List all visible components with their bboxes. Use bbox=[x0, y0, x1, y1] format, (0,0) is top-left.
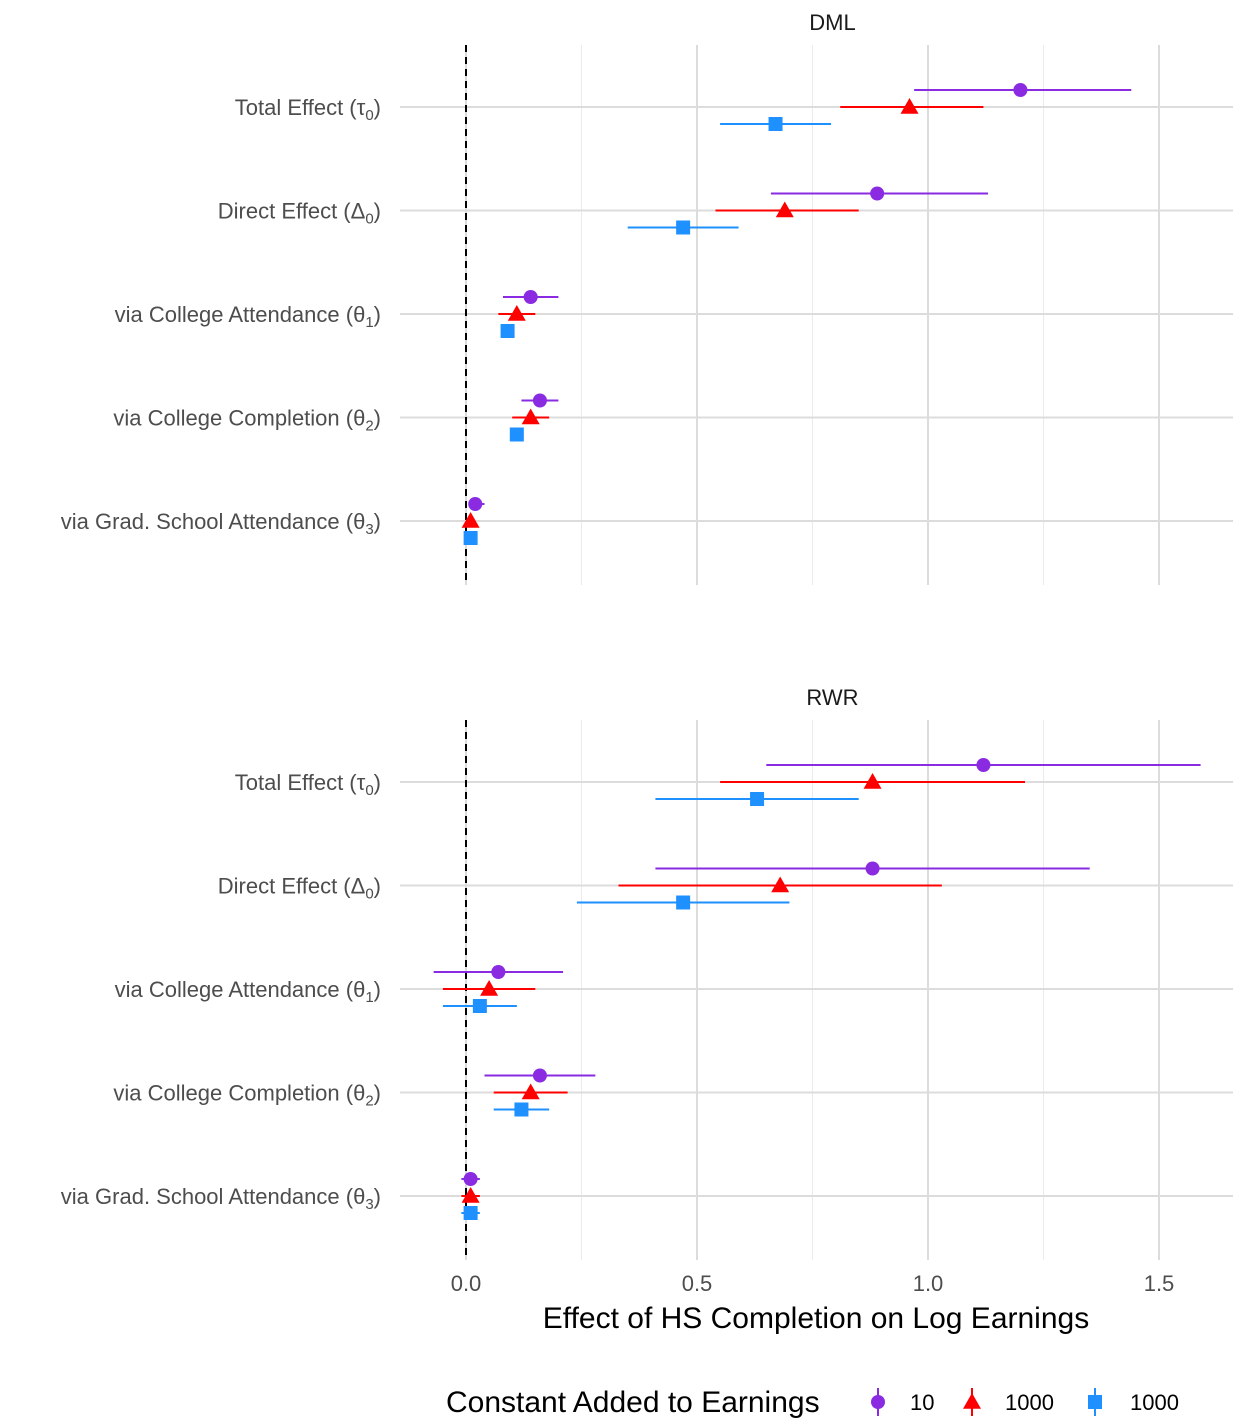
legend-item: 10 bbox=[871, 1388, 934, 1416]
point-estimate bbox=[976, 758, 991, 772]
point-estimate bbox=[521, 1083, 540, 1100]
panel-rwr: RWR Total Effect (τ0) Direct Effect (Δ0) vi… bbox=[61, 685, 1233, 1260]
legend-item: 1000 bbox=[963, 1388, 1054, 1416]
point-estimate bbox=[463, 1206, 478, 1220]
point-estimate bbox=[480, 980, 499, 996]
y-tick-label: Direct Effect (Δ0) bbox=[218, 874, 381, 903]
point-estimate bbox=[461, 1187, 480, 1203]
y-tick-label: via Grad. School Attendance (θ3) bbox=[61, 1184, 381, 1213]
series-circle bbox=[433, 758, 1201, 1186]
x-tick-label: 0.0 bbox=[451, 1271, 482, 1296]
point-estimate bbox=[870, 186, 885, 201]
point-estimate bbox=[768, 117, 783, 131]
point-estimate bbox=[500, 324, 515, 338]
series-triangle bbox=[461, 98, 984, 528]
point-estimate bbox=[521, 408, 540, 425]
point-estimate bbox=[676, 895, 691, 910]
y-tick-label: Total Effect (τ0) bbox=[235, 770, 381, 799]
series-circle bbox=[468, 83, 1132, 511]
point-estimate bbox=[463, 1172, 478, 1186]
point-estimate bbox=[468, 497, 483, 511]
point-estimate bbox=[532, 393, 547, 408]
y-tick-label: via College Attendance (θ1) bbox=[115, 302, 381, 331]
point-estimate bbox=[472, 999, 487, 1013]
legend-item: 1000 bbox=[1088, 1388, 1179, 1416]
point-estimate bbox=[461, 512, 480, 528]
legend-label: 1000 bbox=[1130, 1390, 1179, 1415]
panel-dml: DML Total Effect (τ0) Direct Effect (Δ0) vi… bbox=[61, 10, 1233, 585]
point-estimate bbox=[676, 220, 691, 235]
point-estimate bbox=[514, 1102, 529, 1117]
point-estimate bbox=[507, 305, 526, 321]
point-estimate bbox=[463, 531, 478, 545]
point-estimate bbox=[491, 965, 506, 979]
y-tick-label: via College Completion (θ2) bbox=[113, 1081, 381, 1110]
point-estimate bbox=[775, 201, 794, 218]
y-tick-label: via Grad. School Attendance (θ3) bbox=[61, 509, 381, 538]
y-tick-label: via College Completion (θ2) bbox=[113, 406, 381, 435]
x-tick-label: 1.5 bbox=[1144, 1271, 1175, 1296]
legend-key-square bbox=[1088, 1395, 1102, 1409]
y-tick-label: Total Effect (τ0) bbox=[235, 95, 381, 124]
y-tick-label: via College Attendance (θ1) bbox=[115, 977, 381, 1006]
panel-title: RWR bbox=[806, 685, 858, 710]
point-estimate bbox=[865, 861, 880, 876]
panel-title: DML bbox=[809, 10, 855, 35]
legend-label: 10 bbox=[910, 1390, 934, 1415]
chart-panels: DML Total Effect (τ0) Direct Effect (Δ0) vi… bbox=[61, 10, 1233, 1260]
series-triangle bbox=[442, 773, 1026, 1203]
point-estimate bbox=[1013, 83, 1028, 97]
point-estimate bbox=[750, 792, 765, 806]
legend-label: 1000 bbox=[1005, 1390, 1054, 1415]
x-axis-label: Effect of HS Completion on Log Earnings bbox=[543, 1302, 1089, 1335]
legend: Constant Added to Earnings 10 1000 1000 bbox=[446, 1386, 1179, 1419]
legend-key-circle bbox=[871, 1395, 885, 1409]
point-estimate bbox=[523, 290, 538, 304]
series-square bbox=[442, 792, 859, 1220]
legend-key-triangle bbox=[963, 1393, 981, 1409]
point-estimate bbox=[863, 773, 882, 789]
x-tick-label: 1.0 bbox=[913, 1271, 944, 1296]
y-tick-label: Direct Effect (Δ0) bbox=[218, 199, 381, 228]
legend-title: Constant Added to Earnings bbox=[446, 1386, 820, 1419]
series-square bbox=[463, 117, 831, 545]
x-tick-label: 0.5 bbox=[682, 1271, 713, 1296]
point-estimate bbox=[532, 1068, 547, 1083]
x-axis: 0.0 0.5 1.0 1.5 bbox=[451, 1271, 1175, 1296]
point-estimate bbox=[771, 876, 790, 893]
point-estimate bbox=[509, 427, 524, 442]
point-estimate bbox=[900, 98, 919, 114]
